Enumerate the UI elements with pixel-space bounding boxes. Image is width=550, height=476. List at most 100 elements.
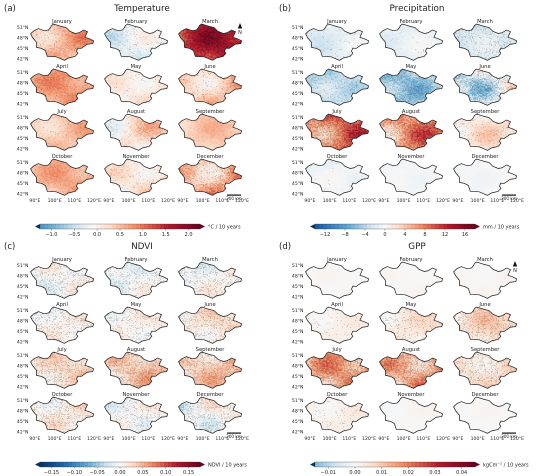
trend-cell: [76, 81, 79, 84]
trend-cell: [37, 88, 40, 91]
trend-cell: [186, 37, 189, 40]
trend-cell: [107, 36, 110, 39]
trend-cell: [67, 46, 71, 48]
trend-cell: [158, 43, 161, 46]
trend-cell: [147, 44, 151, 47]
significance-dot: [75, 47, 77, 49]
trend-cell: [135, 102, 139, 105]
trend-cell: [142, 95, 146, 98]
trend-cell: [68, 36, 72, 39]
trend-cell: [79, 82, 82, 85]
trend-cell: [131, 32, 134, 35]
trend-cell: [50, 95, 53, 98]
trend-cell: [151, 44, 154, 47]
trend-cell: [91, 40, 94, 43]
trend-cell: [124, 50, 127, 53]
trend-cell: [60, 44, 64, 47]
significance-dot: [212, 53, 214, 55]
trend-cell: [134, 51, 138, 54]
trend-cell: [51, 35, 54, 38]
trend-cell: [48, 96, 52, 99]
trend-cell: [31, 77, 34, 80]
trend-cell: [141, 34, 145, 37]
significance-dot: [48, 99, 49, 101]
trend-cell: [71, 43, 74, 46]
lat-label: 42°N: [17, 56, 29, 62]
trend-cell: [37, 77, 40, 80]
trend-cell: [85, 42, 88, 45]
trend-cell: [41, 77, 45, 80]
trend-cell: [134, 39, 138, 41]
trend-cell: [60, 74, 64, 77]
trend-cell: [188, 29, 191, 32]
trend-cell: [53, 96, 56, 99]
trend-cell: [186, 33, 189, 36]
trend-cell: [77, 84, 80, 86]
trend-cell: [137, 54, 140, 56]
trend-cell: [54, 41, 58, 44]
trend-cell: [124, 43, 127, 46]
trend-cell: [74, 34, 78, 37]
trend-cell: [128, 26, 132, 29]
significance-dot: [183, 37, 184, 38]
trend-cell: [134, 97, 138, 100]
trend-cell: [132, 56, 135, 59]
trend-cell: [152, 34, 155, 37]
trend-cell: [61, 28, 65, 31]
significance-dot: [204, 32, 206, 34]
trend-cell: [145, 40, 148, 43]
trend-cell: [113, 46, 116, 48]
trend-cell: [78, 81, 81, 84]
trend-cell: [40, 92, 43, 94]
trend-cell: [191, 41, 194, 44]
trend-cell: [206, 43, 209, 46]
trend-cell: [40, 82, 43, 85]
trend-cell: [71, 91, 74, 93]
trend-cell: [65, 40, 68, 43]
trend-cell: [74, 78, 78, 81]
trend-cell: [89, 85, 92, 88]
trend-cell: [39, 36, 42, 39]
trend-cell: [61, 96, 65, 99]
trend-cell: [74, 33, 78, 36]
trend-cell: [70, 94, 73, 97]
trend-cell: [52, 76, 55, 78]
trend-cell: [52, 52, 55, 55]
trend-cell: [58, 99, 61, 101]
trend-cell: [60, 100, 64, 103]
trend-cell: [54, 87, 58, 90]
significance-dot: [199, 26, 201, 28]
trend-cell: [50, 92, 53, 94]
trend-cell: [198, 52, 201, 55]
trend-cell: [65, 84, 68, 86]
trend-cell: [41, 91, 45, 93]
significance-dot: [229, 38, 231, 40]
trend-cell: [211, 57, 214, 60]
trend-cell: [59, 54, 62, 56]
trend-cell: [133, 48, 136, 51]
trend-cell: [144, 97, 147, 100]
trend-cell: [139, 50, 142, 53]
trend-cell: [67, 41, 71, 44]
significance-dot: [84, 87, 86, 89]
trend-cell: [84, 78, 87, 81]
trend-cell: [77, 41, 80, 44]
trend-cell: [137, 46, 140, 48]
trend-cell: [54, 35, 58, 38]
significance-dot: [129, 48, 131, 50]
trend-cell: [63, 97, 66, 100]
trend-cell: [183, 44, 187, 47]
trend-cell: [192, 32, 195, 35]
trend-cell: [87, 42, 91, 45]
significance-dot: [135, 36, 136, 37]
trend-cell: [207, 34, 210, 37]
significance-dot: [49, 79, 51, 81]
trend-cell: [46, 50, 49, 53]
trend-cell: [67, 51, 71, 54]
trend-cell: [65, 44, 68, 47]
significance-dot: [215, 52, 216, 53]
significance-dot: [232, 42, 234, 44]
trend-cell: [41, 35, 45, 38]
trend-cell: [63, 37, 66, 40]
trend-cell: [80, 43, 84, 46]
